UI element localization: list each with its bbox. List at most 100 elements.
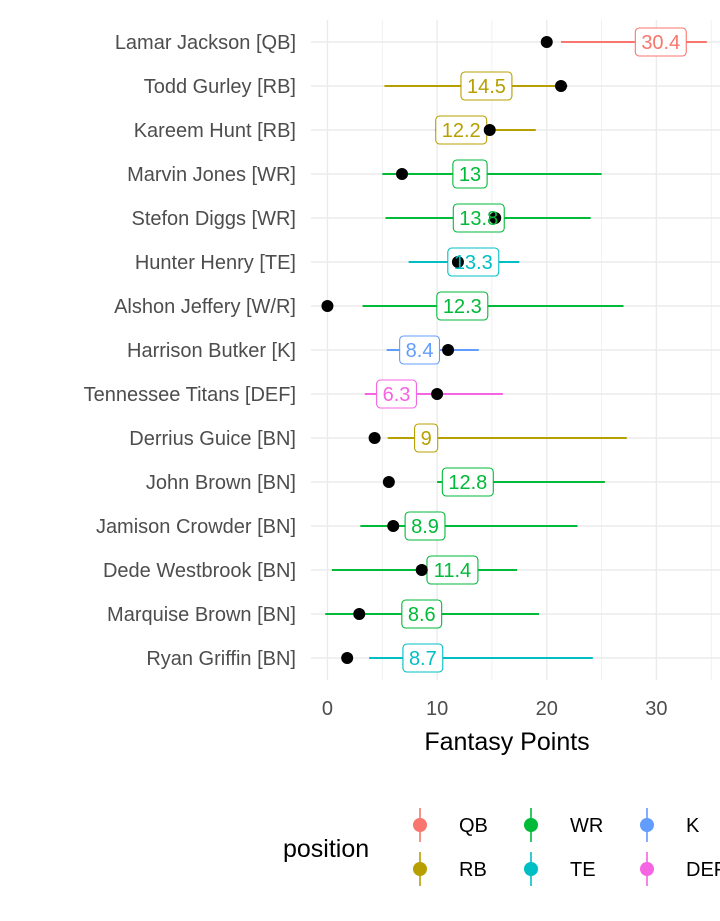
projected-points-label: 8.9 [411, 516, 439, 538]
actual-points-dot [368, 432, 381, 444]
projected-label-box [634, 27, 687, 57]
actual-points-dot [451, 256, 464, 268]
actual-points-dot [382, 476, 395, 488]
player-label: Lamar Jackson [QB] [115, 32, 296, 54]
projected-label-box [452, 203, 505, 233]
player-label: Hunter Henry [TE] [135, 252, 296, 274]
projected-label-box [447, 247, 500, 277]
legend-item: TE [524, 852, 596, 886]
actual-points-dot [489, 212, 502, 224]
actual-points-dot [415, 564, 428, 576]
projected-label-box [414, 423, 439, 453]
y-axis-tick-labels: Lamar Jackson [QB] Todd Gurley [RB] Kareem… [84, 32, 296, 670]
player-label: Kareem Hunt [RB] [134, 120, 296, 142]
player-row: 13 [382, 159, 602, 189]
actual-points-dot [387, 520, 400, 532]
projected-label-box [402, 643, 444, 673]
projected-points-label: 13.8 [459, 208, 498, 230]
player-label: Dede Westbrook [BN] [103, 560, 296, 582]
player-row: 8.7 [341, 643, 593, 673]
x-tick-label: 30 [645, 698, 667, 720]
actual-points-dot [353, 608, 366, 620]
player-label: Derrius Guice [BN] [129, 428, 296, 450]
projected-points-label: 12.3 [443, 296, 482, 318]
projected-label-box [452, 159, 488, 189]
legend-key-dot [413, 862, 427, 876]
player-row: 14.5 [384, 71, 568, 101]
projected-label-box [441, 467, 494, 497]
player-row: 8.6 [325, 599, 540, 629]
projected-points-label: 12.8 [448, 472, 487, 494]
projected-label-box [401, 599, 443, 629]
player-row: 6.3 [364, 379, 503, 409]
legend: position QB RB WR TE K DEF [283, 808, 720, 886]
player-label: Stefon Diggs [WR] [131, 208, 296, 230]
projected-label-box [436, 291, 489, 321]
actual-points-dot [341, 652, 354, 664]
player-label: John Brown [BN] [146, 472, 296, 494]
legend-item: QB [413, 808, 488, 842]
player-label: Todd Gurley [RB] [144, 76, 296, 98]
player-row: 13.8 [385, 203, 591, 233]
legend-key-dot [640, 862, 654, 876]
actual-points-dot [431, 388, 444, 400]
player-row: 30.4 [540, 27, 707, 57]
player-row: 11.4 [331, 555, 518, 585]
x-tick-label: 0 [322, 698, 333, 720]
player-row: 12.8 [382, 467, 605, 497]
player-row: 12.2 [434, 115, 536, 145]
player-row: 8.9 [360, 511, 578, 541]
legend-key-dot [640, 818, 654, 832]
player-label: Marquise Brown [BN] [107, 604, 296, 626]
legend-key-dot [524, 862, 538, 876]
player-row: 8.4 [386, 335, 479, 365]
projected-points-label: 8.7 [409, 648, 437, 670]
legend-title: position [283, 835, 369, 863]
x-axis-title: Fantasy Points [424, 728, 589, 756]
projected-points-label: 30.4 [641, 32, 680, 54]
actual-points-dot [483, 124, 496, 136]
legend-label: K [686, 815, 700, 837]
projected-label-box [376, 379, 417, 409]
projected-label-box [399, 335, 441, 365]
legend-label: DEF [686, 859, 720, 881]
player-label: Ryan Griffin [BN] [146, 648, 296, 670]
player-ranges: 30.4 14.5 12.2 13 13.8 13.3 12.3 8.4 6.3 9 12.8 8.9… [321, 27, 707, 673]
legend-key-dot [524, 818, 538, 832]
projected-label-box [404, 511, 446, 541]
projected-points-label: 6.3 [383, 384, 411, 406]
legend-key-dot [413, 818, 427, 832]
projected-points-label: 12.2 [442, 120, 481, 142]
legend-label: TE [570, 859, 596, 881]
legend-label: RB [459, 859, 487, 881]
x-axis-tick-labels: 0 10 20 30 [322, 698, 668, 720]
legend-label: QB [459, 815, 488, 837]
actual-points-dot [442, 344, 455, 356]
legend-label: WR [570, 815, 603, 837]
projected-points-label: 13 [459, 164, 481, 186]
x-tick-label: 10 [426, 698, 448, 720]
legend-item: RB [413, 852, 487, 886]
actual-points-dot [540, 36, 553, 48]
projected-points-label: 8.6 [408, 604, 436, 626]
projected-points-label: 8.4 [406, 340, 434, 362]
player-row: 13.3 [408, 247, 520, 277]
projected-points-label: 13.3 [454, 252, 493, 274]
actual-points-dot [396, 168, 409, 180]
player-label: Tennessee Titans [DEF] [84, 384, 296, 406]
actual-points-dot [555, 80, 568, 92]
projected-label-box [460, 71, 513, 101]
player-row: 9 [368, 423, 627, 453]
projected-points-label: 11.4 [434, 560, 471, 582]
legend-item: DEF [640, 852, 720, 886]
player-label: Alshon Jeffery [W/R] [114, 296, 296, 318]
player-row: 12.3 [321, 291, 624, 321]
projected-points-label: 14.5 [467, 76, 506, 98]
player-label: Jamison Crowder [BN] [96, 516, 296, 538]
player-label: Marvin Jones [WR] [127, 164, 296, 186]
player-label: Harrison Butker [K] [127, 340, 296, 362]
projected-points-label: 9 [421, 428, 432, 450]
legend-item: WR [524, 808, 603, 842]
